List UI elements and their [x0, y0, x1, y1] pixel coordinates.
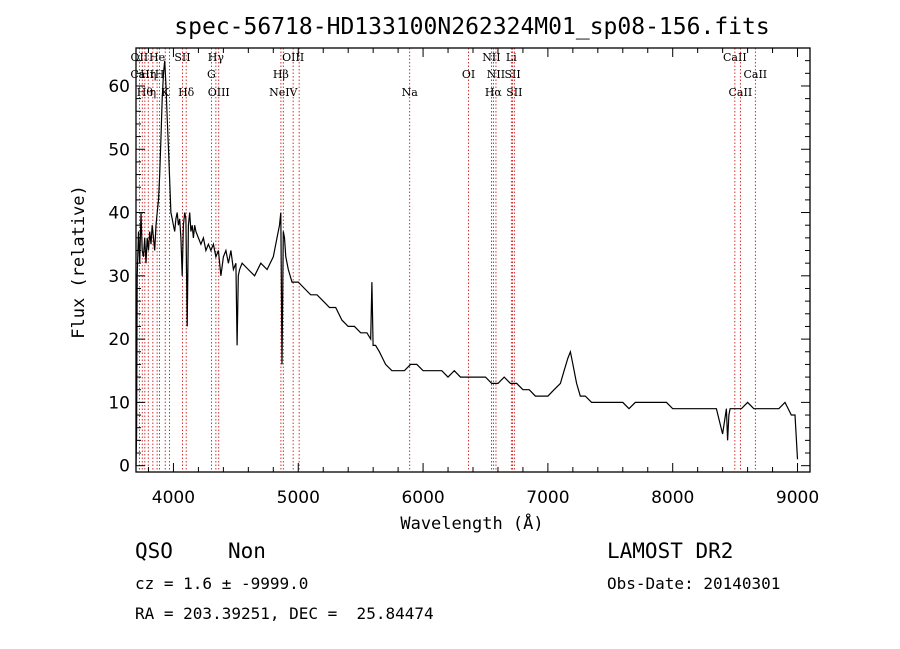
y-tick-label: 40	[108, 204, 130, 224]
y-tick-label: 50	[108, 140, 130, 160]
line-marker-label: Hα	[485, 86, 503, 99]
object-subclass: Non	[228, 539, 266, 563]
y-axis-label: Flux (relative)	[69, 185, 89, 339]
x-tick-label: 4000	[152, 488, 195, 508]
line-marker-label: He	[149, 51, 165, 64]
x-tick-label: 9000	[776, 488, 819, 508]
line-marker-label: SII	[506, 86, 522, 99]
line-marker-label: Hβ	[273, 68, 289, 81]
line-marker-label: CaII	[729, 86, 753, 99]
line-marker-label: OI	[462, 68, 475, 81]
survey-name: LAMOST DR2	[607, 539, 734, 563]
line-marker-label: OII	[131, 51, 149, 64]
line-marker-label: K	[161, 86, 170, 99]
line-marker-label: OIII	[282, 51, 304, 64]
line-marker-label: η	[150, 86, 157, 99]
y-tick-label: 60	[108, 77, 130, 97]
x-axis-label: Wavelength (Å)	[400, 512, 543, 534]
line-marker-label: CaII	[723, 51, 747, 64]
line-marker-label: Li	[506, 51, 517, 64]
y-tick-label: 0	[119, 457, 130, 477]
x-tick-label: 7000	[526, 488, 569, 508]
x-tick-label: 6000	[401, 488, 444, 508]
object-class: QSO	[135, 539, 173, 563]
y-tick-label: 30	[108, 267, 130, 287]
line-marker-label: CaII	[743, 68, 767, 81]
line-marker-label: SII	[174, 51, 190, 64]
line-marker-label: SII	[504, 68, 520, 81]
x-tick-label: 8000	[651, 488, 694, 508]
chart-title: spec-56718-HD133100N262324M01_sp08-156.f…	[174, 14, 769, 40]
line-marker-label: Hθ	[137, 86, 154, 99]
y-tick-label: 10	[108, 393, 130, 413]
line-marker-label: Hη	[140, 68, 156, 81]
y-axis-ticks: 0 10 20 30 40 50 60	[108, 60, 810, 477]
observation-date: Obs-Date: 20140301	[607, 574, 781, 593]
line-marker-label: G	[207, 68, 216, 81]
line-marker-label: H	[155, 68, 165, 81]
line-marker-label: NeIV	[269, 86, 298, 99]
line-marker-label: Na	[402, 86, 419, 99]
x-tick-label: 5000	[277, 488, 320, 508]
emission-line-markers	[138, 48, 756, 472]
emission-line-labels: OII CaII Hθ Hη η He HK SII Hδ G Hγ OIII Hβ NeIV OIII Na…	[130, 51, 767, 99]
coordinates-readout: RA = 203.39251, DEC = 25.84474	[135, 604, 434, 623]
spectrum-series-line	[135, 60, 799, 466]
line-marker-label: NII	[487, 68, 505, 81]
line-marker-label: NII	[482, 51, 500, 64]
x-axis-ticks: 4000 5000 6000 7000 8000 9000	[147, 48, 819, 508]
line-marker-label: Hδ	[178, 86, 195, 99]
redshift-readout: cz = 1.6 ± -9999.0	[135, 574, 309, 593]
y-tick-label: 20	[108, 330, 130, 350]
line-marker-label: Hγ	[208, 51, 225, 64]
line-marker-label: OIII	[208, 86, 230, 99]
